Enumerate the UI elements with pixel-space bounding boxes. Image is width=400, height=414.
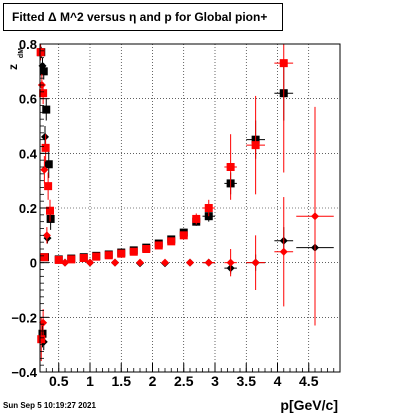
series-0 <box>37 46 294 348</box>
data-point <box>192 214 201 223</box>
y-tick-label: 0 <box>30 256 37 271</box>
x-tick-label: 3.5 <box>237 373 257 389</box>
data-point <box>179 231 188 240</box>
data-point <box>39 318 48 327</box>
data-point <box>41 143 50 152</box>
series-2 <box>36 44 294 362</box>
timestamp: Sun Sep 5 10:19:27 2021 <box>3 401 96 410</box>
y-tick-label: −0.4 <box>11 365 37 380</box>
x-tick-label: 4.5 <box>299 373 319 389</box>
data-point <box>279 247 288 256</box>
data-point <box>167 237 176 246</box>
data-point <box>40 165 49 174</box>
x-tick-label: 0.5 <box>49 373 69 389</box>
data-point <box>104 251 113 260</box>
data-point <box>39 89 48 98</box>
y-tick-label: 0.2 <box>19 201 37 216</box>
y-axis-label-group: z dM <box>6 48 25 70</box>
data-point <box>204 258 213 267</box>
data-point <box>41 132 49 141</box>
data-point <box>86 258 94 267</box>
y-axis-label: z <box>6 64 20 70</box>
data-point <box>154 241 163 250</box>
data-point <box>142 245 151 253</box>
y-tick-label: 0.4 <box>19 146 38 161</box>
axes: 0.5 1 1.5 2 2.5 3 3.5 4 4.5 −0.4 −0.2 0 0.2 0.4 0.6 0.8 <box>11 37 341 389</box>
data-point <box>40 253 49 262</box>
data-point <box>44 160 53 169</box>
data-point <box>111 258 119 267</box>
y-tick-label: 0.6 <box>19 92 37 107</box>
data-series <box>36 44 334 362</box>
x-axis-label: p[GeV/c] <box>280 397 338 413</box>
data-point <box>44 182 53 191</box>
x-tick-label: 1.5 <box>112 373 132 389</box>
data-point <box>46 214 55 223</box>
data-point <box>42 105 51 114</box>
y-tick-label: −0.2 <box>11 310 37 325</box>
data-point <box>129 247 138 256</box>
data-point <box>67 255 76 264</box>
series-1 <box>38 57 334 351</box>
data-point <box>36 48 45 57</box>
x-tick-label: 4 <box>274 373 282 389</box>
x-tick-label: 2 <box>149 373 157 389</box>
data-point <box>37 335 46 344</box>
data-point <box>161 258 169 267</box>
data-point <box>186 258 194 267</box>
data-point <box>61 258 69 267</box>
data-point <box>136 258 144 267</box>
data-point <box>279 59 288 68</box>
data-point <box>42 231 51 240</box>
x-tick-label: 3 <box>211 373 219 389</box>
x-tick-label: 2.5 <box>174 373 194 389</box>
y-axis-label-subscript: dM <box>18 48 25 58</box>
data-point <box>117 249 126 258</box>
data-point <box>38 329 47 338</box>
y-tick-label: 0.8 <box>19 37 37 52</box>
data-point <box>46 206 54 215</box>
x-tick-label: 1 <box>86 373 94 389</box>
series-3 <box>37 74 334 337</box>
data-point <box>92 252 101 261</box>
data-point <box>79 254 88 263</box>
data-point <box>226 163 235 171</box>
grid-lines <box>40 44 340 372</box>
data-point <box>251 258 260 267</box>
data-point <box>226 258 235 267</box>
chart-title: Fitted Δ M^2 versus η and p for Global p… <box>3 3 283 31</box>
data-point <box>204 204 213 212</box>
data-point <box>54 255 63 264</box>
data-point <box>251 141 260 150</box>
data-point <box>311 212 319 221</box>
